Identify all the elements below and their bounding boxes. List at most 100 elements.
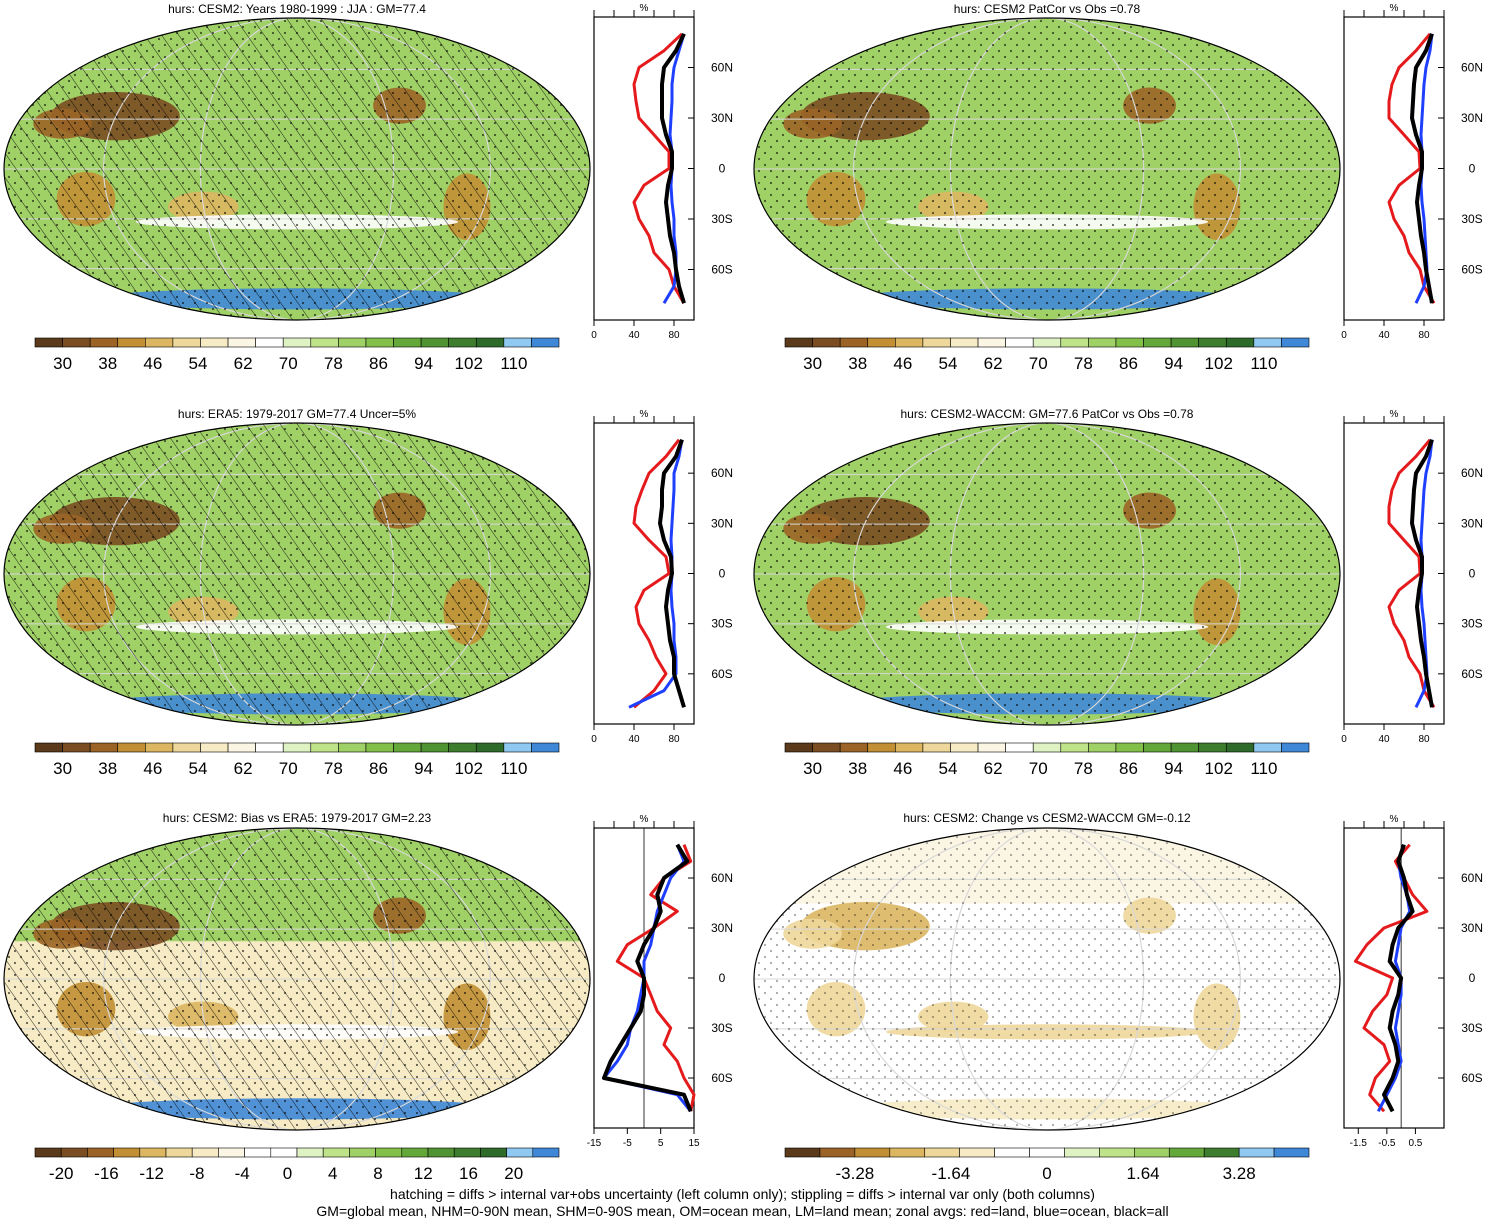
colorbar-swatch — [200, 337, 229, 348]
zonal-y-tick-label: 60S — [711, 667, 732, 681]
colorbar-swatch — [172, 742, 201, 753]
colorbar-label: -12 — [139, 1164, 164, 1183]
colorbar-label: 20 — [504, 1164, 523, 1183]
zonal-plot: % 0 40 80 60N 30N 0 30S 60S — [1341, 3, 1483, 341]
zonal-y-tick-label: 60S — [711, 263, 732, 277]
zonal-y-tick-label: 0 — [1469, 971, 1476, 985]
colorbar-label: 94 — [414, 759, 433, 778]
panel-1: hurs: CESM2: Years 1980-1999 : JJA : GM=… — [3, 2, 733, 373]
colorbar-swatch — [448, 337, 477, 348]
colorbar-label: 30 — [53, 354, 72, 373]
colorbar-label: 70 — [279, 354, 298, 373]
panel-title: hurs: CESM2: Bias vs ERA5: 1979-2017 GM=… — [163, 811, 432, 825]
colorbar-label: 12 — [414, 1164, 433, 1183]
colorbar-swatch — [1088, 742, 1117, 753]
colorbar-label: 70 — [279, 759, 298, 778]
map-field — [754, 423, 1340, 725]
zonal-frame — [1343, 422, 1445, 725]
colorbar-label: 78 — [1074, 354, 1093, 373]
map-field — [4, 828, 590, 1130]
zonal-series-land — [1353, 843, 1429, 1113]
panel-6: hurs: CESM2: Change vs CESM2-WACCM GM=-0… — [753, 811, 1483, 1183]
colorbar-swatch — [172, 337, 201, 348]
colorbar-swatch — [1005, 337, 1034, 348]
colorbar-swatch — [1029, 1147, 1065, 1158]
colorbar-label: 3.28 — [1223, 1164, 1256, 1183]
zonal-series-ocean — [602, 844, 692, 1113]
colorbar-swatch — [1115, 337, 1144, 348]
zonal-x-tick-label: 40 — [628, 330, 640, 341]
zonal-series-land — [632, 438, 681, 709]
colorbar-label: 70 — [1029, 759, 1048, 778]
colorbar-swatch — [895, 337, 924, 348]
colorbar-swatch — [1115, 742, 1144, 753]
colorbar-swatch — [532, 1147, 560, 1158]
colorbar-label: 16 — [459, 1164, 478, 1183]
zonal-plot: % 0 40 80 60N 30N 0 30S 60S — [1341, 409, 1483, 745]
colorbar-label: 78 — [324, 354, 343, 373]
colorbar-swatch — [322, 1147, 350, 1158]
map-field — [754, 18, 1340, 320]
colorbar-label: 62 — [234, 759, 253, 778]
zonal-plot: % -1.5 -0.5 0.5 60N 30N 0 30S 60S — [1343, 814, 1483, 1149]
colorbar-swatch — [839, 742, 869, 753]
colorbar-swatch — [218, 1147, 245, 1158]
colorbar-swatch — [1088, 337, 1117, 348]
colorbar-swatch — [89, 742, 119, 753]
colorbar-swatch — [889, 1147, 926, 1158]
colorbar-label: 1.64 — [1127, 1164, 1160, 1183]
colorbar-swatch — [1253, 742, 1282, 753]
stippling-overlay — [754, 423, 1340, 725]
panel-4: hurs: CESM2-WACCM: GM=77.6 PatCor vs Obs… — [753, 407, 1483, 778]
colorbar-swatch — [812, 337, 841, 348]
colorbar-label: 102 — [455, 354, 483, 373]
colorbar-swatch — [113, 1147, 141, 1158]
colorbar-label: 110 — [1250, 759, 1277, 778]
zonal-series-all — [658, 439, 686, 708]
colorbar-swatch — [475, 742, 505, 753]
colorbar-swatch — [924, 1147, 960, 1158]
zonal-unit: % — [640, 3, 649, 14]
zonal-x-tick-label: 0 — [591, 734, 597, 745]
zonal-y-tick-label: 60N — [1461, 871, 1483, 885]
zonal-x-tick-label: 0 — [1341, 734, 1347, 745]
colorbar-swatch — [1143, 337, 1172, 348]
colorbar-swatch — [1064, 1147, 1100, 1158]
colorbar-swatch — [895, 742, 924, 753]
map-field — [4, 423, 590, 725]
panel-title: hurs: CESM2: Change vs CESM2-WACCM GM=-0… — [903, 811, 1191, 825]
colorbar-swatch — [34, 1147, 62, 1158]
colorbar-swatch — [1170, 742, 1199, 753]
zonal-y-tick-label: 60S — [1461, 263, 1482, 277]
colorbar-label: 38 — [848, 759, 867, 778]
colorbar-label: 62 — [984, 354, 1003, 373]
colorbar-label: 54 — [189, 759, 208, 778]
footer-line-2: GM=global mean, NHM=0-90N mean, SHM=0-90… — [316, 1203, 1169, 1219]
colorbar-label: 8 — [373, 1164, 382, 1183]
colorbar-swatch — [784, 1147, 821, 1158]
zonal-y-tick-label: 60N — [1461, 466, 1483, 480]
colorbar-swatch — [867, 742, 896, 753]
colorbar-swatch — [62, 337, 91, 348]
colorbar-swatch — [62, 742, 91, 753]
colorbar-label: 38 — [848, 354, 867, 373]
colorbar-swatch — [349, 1147, 376, 1158]
zonal-y-tick-label: 0 — [1469, 567, 1476, 581]
zonal-x-tick-label: 0 — [1341, 330, 1347, 341]
colorbar-swatch — [448, 742, 477, 753]
colorbar-swatch — [950, 742, 979, 753]
zonal-frame — [593, 422, 695, 725]
zonal-y-tick-label: 60N — [711, 871, 733, 885]
colorbar-swatch — [819, 1147, 856, 1158]
colorbar-label: -3.28 — [835, 1164, 874, 1183]
colorbar-swatch — [812, 742, 841, 753]
colorbar-swatch — [480, 1147, 507, 1158]
colorbar-swatch — [922, 337, 951, 348]
colorbar-label: 38 — [98, 759, 117, 778]
colorbar-swatch — [1134, 1147, 1170, 1158]
zonal-plot: % 0 40 80 60N 30N 0 30S 60S — [591, 409, 733, 745]
colorbar-label: 0 — [283, 1164, 292, 1183]
colorbar-label: 110 — [500, 759, 527, 778]
map-border — [753, 827, 1341, 1131]
zonal-y-tick-label: 30N — [1461, 516, 1483, 530]
